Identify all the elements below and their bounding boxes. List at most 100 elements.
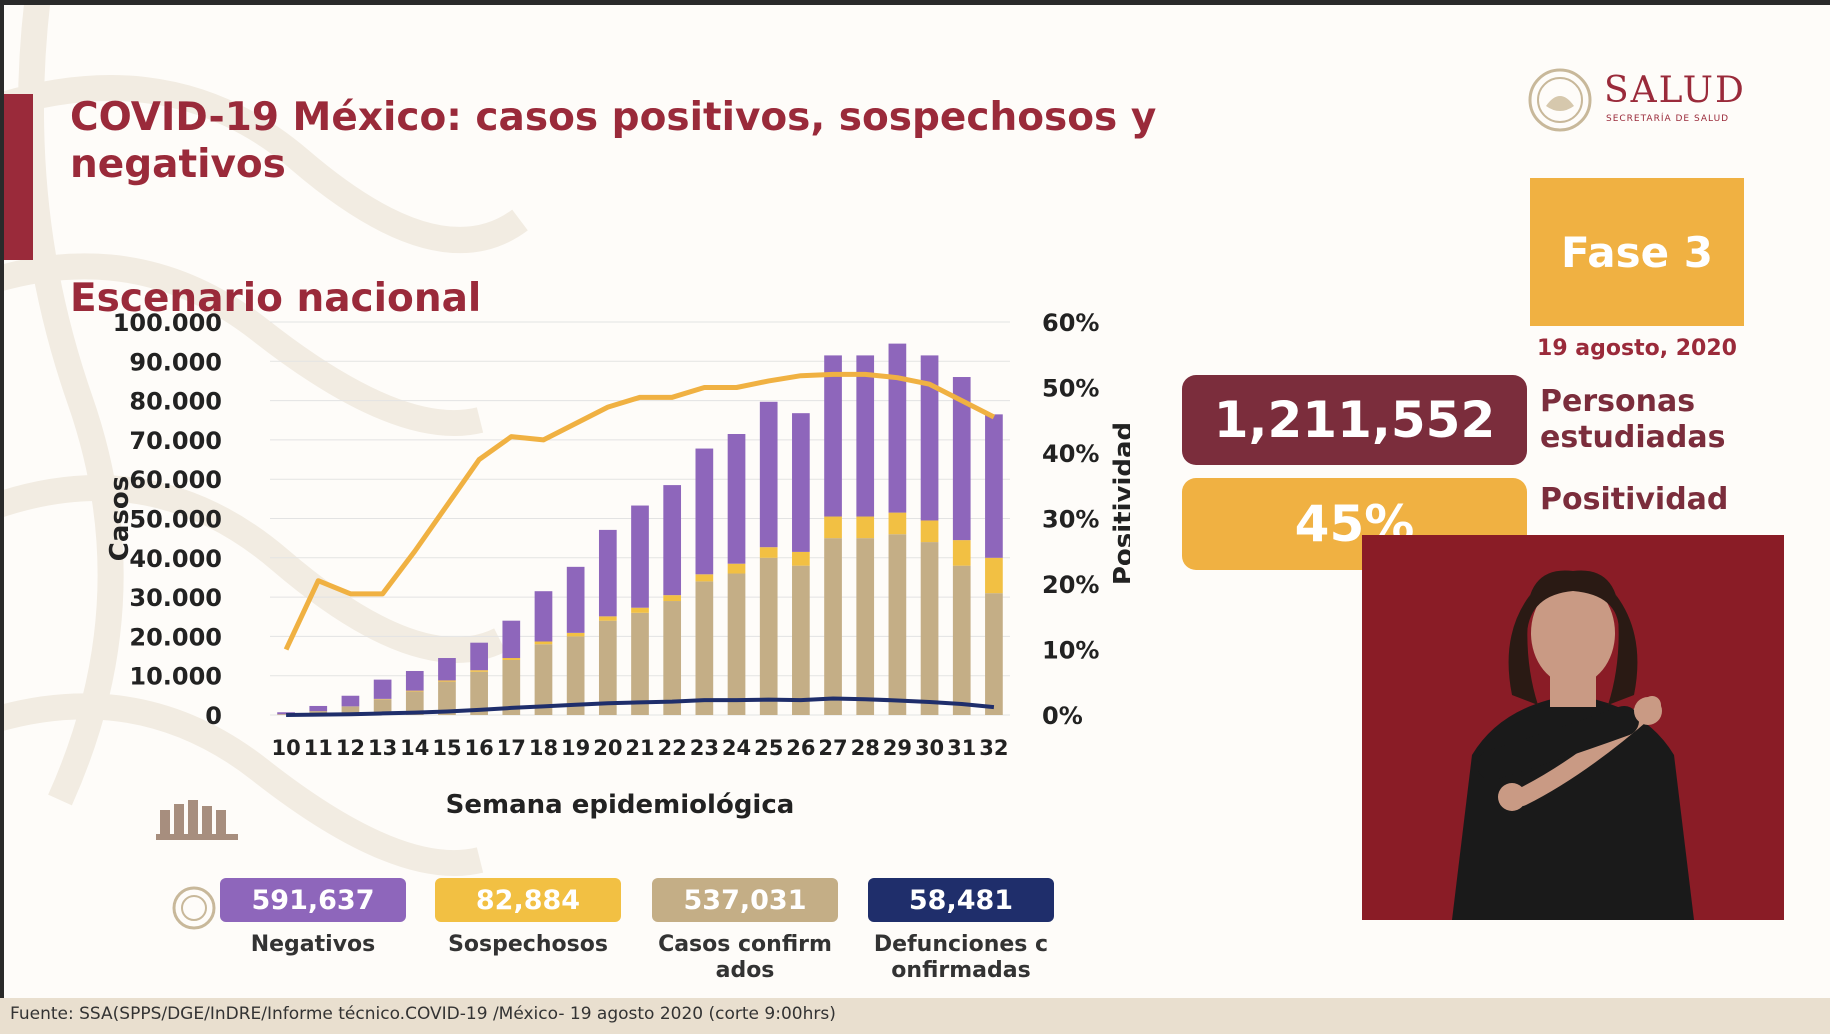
bar-segment (631, 612, 649, 715)
logo-name: SALUD (1604, 70, 1746, 111)
legend-item: 537,031 Casos confirmados (652, 878, 838, 984)
x-tick-label: 23 (690, 736, 719, 760)
bar-segment (438, 680, 456, 682)
bar-segment (695, 574, 714, 582)
y-axis-title: Casos (105, 476, 135, 561)
x-tick-label: 22 (658, 736, 687, 760)
x-tick-label: 14 (400, 736, 429, 760)
bar-segment (952, 540, 971, 566)
bar-segment (695, 581, 714, 715)
bar-segment (695, 448, 714, 575)
y-right-tick-label: 0% (1042, 702, 1083, 730)
bar-segment (405, 670, 424, 691)
y2-axis-title: Positividad (1109, 422, 1130, 585)
y-left-tick-label: 70.000 (129, 427, 222, 455)
x-tick-label: 17 (497, 736, 526, 760)
bar-segment (438, 681, 456, 715)
y-right-tick-label: 20% (1042, 571, 1099, 599)
top-border (0, 0, 1830, 5)
bar-segment (824, 516, 842, 539)
personas-label: Personas estudiadas (1540, 384, 1726, 455)
legend-value: 537,031 (652, 878, 838, 922)
x-tick-label: 10 (271, 736, 300, 760)
sign-language-interpreter (1362, 535, 1784, 920)
x-tick-label: 31 (947, 736, 976, 760)
bar-segment (727, 563, 746, 574)
bar-segment (534, 644, 553, 715)
legend-label: Sospechosos (448, 932, 608, 957)
legend-value: 82,884 (435, 878, 621, 922)
bar-segment (920, 542, 939, 715)
bar-segment (534, 641, 553, 645)
y-left-tick-label: 60.000 (129, 466, 222, 494)
bar-segment (470, 671, 488, 715)
bar-segment (663, 601, 682, 715)
bar-segment (598, 529, 617, 617)
bar-segment (759, 401, 778, 548)
x-tick-label: 25 (754, 736, 783, 760)
x-tick-label: 24 (722, 736, 751, 760)
positivity-line (283, 371, 996, 651)
title-accent-bar (4, 94, 33, 260)
x-tick-label: 19 (561, 736, 590, 760)
seal-icon (1528, 68, 1592, 132)
legend-label: Casos confirmados (658, 932, 832, 983)
bar-segment (759, 557, 778, 715)
positividad-label: Positividad (1540, 482, 1729, 517)
y-left-tick-label: 90.000 (129, 348, 222, 376)
bar-segment (792, 565, 810, 715)
bar-segment (888, 343, 907, 513)
bar-segment (598, 616, 617, 621)
legend-label: Negativos (250, 932, 376, 957)
legend-item: 591,637 Negativos (220, 878, 406, 958)
bar-segment (856, 355, 875, 517)
y-left-tick-label: 80.000 (129, 388, 222, 416)
legend: 591,637 Negativos 82,884 Sospechosos 537,031… (150, 790, 1100, 1020)
bar-segment (952, 565, 971, 715)
left-border (0, 0, 4, 1034)
x-tick-label: 30 (915, 736, 944, 760)
x-tick-label: 29 (883, 736, 912, 760)
legend-item: 58,481 Defunciones confirmadas (868, 878, 1054, 984)
legend-label: Defunciones confirmadas (873, 932, 1049, 983)
bar-segment (888, 512, 907, 535)
x-tick-label: 13 (368, 736, 397, 760)
y-left-tick-label: 40.000 (129, 545, 222, 573)
x-tick-label: 21 (625, 736, 654, 760)
page-subtitle: Escenario nacional (70, 276, 482, 321)
bar-segment (470, 642, 488, 671)
bar-segment (727, 573, 746, 715)
bar-segment (373, 679, 392, 699)
y-left-tick-label: 30.000 (129, 584, 222, 612)
y-right-tick-label: 50% (1042, 375, 1099, 403)
bar-segment (341, 695, 360, 707)
bar-segment (663, 485, 682, 596)
x-tick-label: 32 (979, 736, 1008, 760)
bar-segment (888, 534, 907, 715)
fase-badge: Fase 3 (1530, 178, 1744, 326)
bar-segment (405, 691, 424, 715)
bar-segment (985, 557, 1003, 594)
deaths-line (286, 696, 995, 717)
bar-segment (856, 538, 875, 715)
x-tick-label: 11 (304, 736, 333, 760)
y-left-tick-label: 0 (205, 702, 222, 730)
y-right-tick-label: 40% (1042, 440, 1099, 468)
bar-segment (566, 566, 585, 633)
bar-segment (502, 659, 521, 715)
bar-segment (985, 414, 1003, 558)
bar-segment (920, 520, 939, 543)
y-left-tick-label: 100.000 (113, 309, 222, 337)
bar-segment (952, 377, 971, 541)
logo-subtitle: SECRETARÍA DE SALUD (1606, 114, 1730, 124)
bar-segment (502, 658, 521, 660)
cases-chart: 0 10.000 20.000 30.000 40.000 50.000 60.000 70.… (105, 309, 1130, 820)
y-left-tick-label: 50.000 (129, 506, 222, 534)
bar-segment (727, 434, 746, 564)
bar-segment (405, 690, 424, 692)
interpreter-image (1362, 535, 1784, 920)
bar-segment (824, 538, 842, 715)
bar-segment (598, 620, 617, 715)
x-tick-label: 16 (465, 736, 494, 760)
y-right-tick-label: 30% (1042, 506, 1099, 534)
